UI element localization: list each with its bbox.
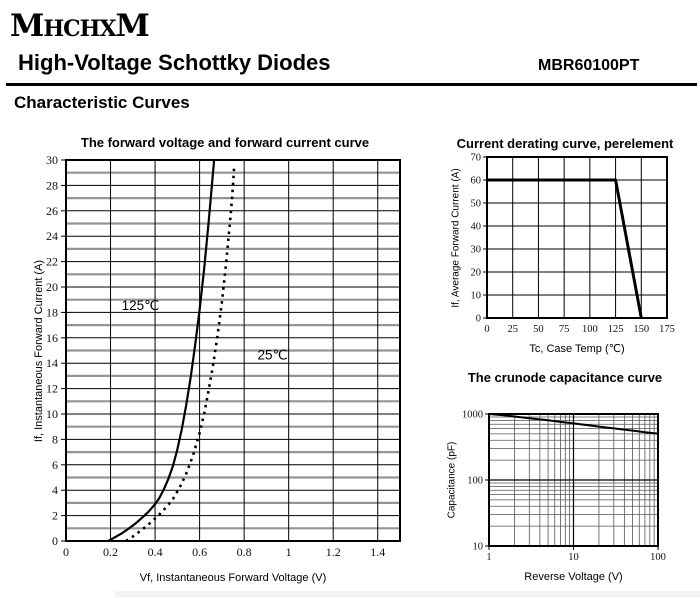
forward-voltage-y-axis-label: If, Instantaneous Forward Current (A) (33, 259, 45, 443)
derating-curve (487, 178, 643, 319)
x-tick-label: 100 (650, 552, 666, 563)
forward-voltage-chart: 0 2 4 6 8 10 12 14 16 18 20 22 24 26 28 30 0 0.2 0.4 0.6 0.8… (0, 130, 430, 592)
series-label: 25℃ (257, 347, 287, 362)
y-tick-label: 100 (467, 476, 483, 487)
y-tick-label: 6 (52, 458, 58, 472)
y-tick-label: 4 (52, 483, 58, 497)
current-derating-x-axis-label: Tc, Case Temp (℃) (529, 343, 625, 355)
logo-letter: X (99, 16, 116, 42)
section-title: Characteristic Curves (14, 93, 190, 112)
x-tick-label: 1 (486, 552, 491, 563)
y-tick-label: 40 (471, 222, 482, 233)
y-tick-label: 24 (46, 229, 58, 243)
y-tick-label: 1000 (462, 410, 483, 421)
y-tick-label: 26 (46, 204, 58, 218)
logo-letter: H (79, 16, 101, 42)
x-tick-label: 150 (633, 324, 649, 335)
series-solid (107, 159, 216, 542)
capacitance-x-axis-label: Reverse Voltage (V) (524, 571, 623, 583)
x-tick-label: 0.8 (237, 545, 252, 559)
y-tick-label: 8 (52, 432, 58, 446)
series-label: 125℃ (122, 298, 160, 313)
current-derating-chart: 0 10 20 30 40 50 60 70 0 25 50 75 100 125 150 175 Curre… (430, 130, 700, 365)
y-tick-label: 12 (46, 382, 58, 396)
current-derating-y-axis-label: If, Average Forward Current (A) (450, 168, 462, 308)
y-tick-label: 2 (52, 509, 58, 523)
x-tick-label: 1.2 (326, 545, 341, 559)
x-tick-label: 1 (286, 545, 292, 559)
y-tick-label: 22 (46, 255, 58, 269)
y-tick-label: 10 (473, 542, 484, 553)
series-dotted (125, 167, 236, 543)
capacitance-chart: 10 100 1000 1 10 100 The crunode capacitance … (430, 365, 700, 598)
current-derating-plot: 0 10 20 30 40 50 60 70 0 25 50 75 100 125 150 175 (471, 153, 675, 336)
y-tick-label: 14 (46, 356, 58, 370)
logo-letter: H (43, 16, 64, 42)
header-divider (6, 83, 697, 86)
x-tick-label: 0.6 (192, 545, 207, 559)
x-tick-label: 25 (507, 324, 518, 335)
logo-letter: C (63, 16, 80, 42)
brand-logo: MHCHXM (10, 8, 150, 44)
capacitance-y-axis-label: Capacitance (pF) (446, 441, 458, 519)
y-tick-label: 16 (46, 331, 58, 345)
part-number: MBR60100PT (538, 57, 640, 74)
x-tick-label: 0 (63, 545, 69, 559)
capacitance-chart-title: The crunode capacitance curve (467, 370, 663, 385)
plot-border (65, 159, 401, 542)
y-tick-label: 0 (476, 314, 481, 325)
y-tick-label: 20 (471, 268, 482, 279)
y-tick-label: 30 (46, 153, 58, 167)
forward-voltage-x-axis-label: Vf, Instantaneous Forward Voltage (V) (139, 572, 327, 584)
y-tick-label: 18 (46, 305, 58, 319)
y-tick-label: 10 (46, 407, 58, 421)
y-tick-label: 20 (46, 280, 58, 294)
y-tick-label: 28 (46, 178, 58, 192)
x-tick-label: 10 (568, 552, 579, 563)
document-title: High-Voltage Schottky Diodes (18, 50, 331, 75)
y-tick-label: 50 (471, 199, 482, 210)
forward-voltage-chart-title: The forward voltage and forward current … (80, 135, 370, 150)
current-derating-chart-title: Current derating curve, perelement (456, 136, 674, 151)
x-tick-label: 175 (659, 324, 675, 335)
logo-letter: M (10, 8, 44, 44)
footer-strip (115, 591, 700, 597)
y-tick-label: 70 (471, 153, 482, 164)
x-tick-label: 75 (559, 324, 570, 335)
x-tick-label: 0 (484, 324, 489, 335)
x-tick-label: 125 (608, 324, 624, 335)
y-tick-label: 60 (471, 176, 482, 187)
y-tick-label: 0 (52, 534, 58, 548)
x-tick-label: 0.2 (103, 545, 118, 559)
x-tick-label: 100 (582, 324, 598, 335)
x-tick-label: 1.4 (370, 545, 385, 559)
capacitance-curve (488, 413, 659, 435)
y-tick-label: 10 (471, 291, 482, 302)
logo-letter: M (115, 8, 150, 44)
x-tick-label: 0.4 (148, 545, 163, 559)
y-tick-label: 30 (471, 245, 482, 256)
plot-border (486, 156, 668, 319)
x-tick-label: 50 (533, 324, 544, 335)
